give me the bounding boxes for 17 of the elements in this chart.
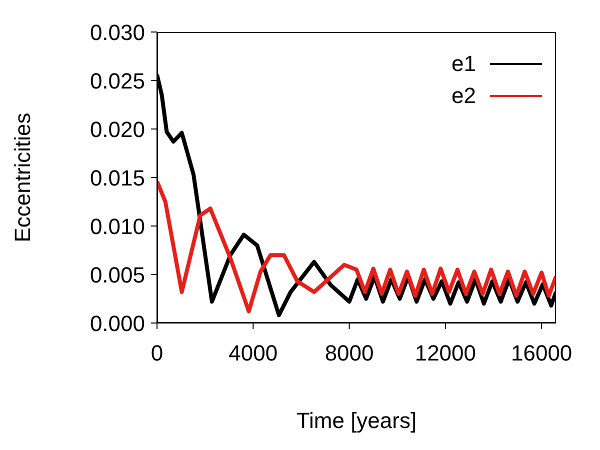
y-tick-label: 0.010 xyxy=(90,214,145,239)
x-axis-title: Time [years] xyxy=(296,408,417,433)
y-tick-label: 0.030 xyxy=(90,20,145,45)
y-tick-label: 0.005 xyxy=(90,262,145,288)
x-tick-label: 4000 xyxy=(228,340,278,366)
x-tick-label: 8000 xyxy=(324,340,374,366)
x-tick-label: 0 xyxy=(150,340,164,366)
legend-label: e2 xyxy=(452,83,476,109)
y-axis-title: Eccentricities xyxy=(10,112,35,242)
y-tick-label: 0.015 xyxy=(90,165,145,190)
x-tick-label: 16000 xyxy=(510,340,572,366)
y-tick-label: 0.025 xyxy=(90,68,145,94)
legend-label: e1 xyxy=(452,51,476,77)
y-tick-label: 0.000 xyxy=(90,310,145,336)
x-tick-label: 12000 xyxy=(414,340,476,366)
line-series xyxy=(157,179,556,314)
y-tick-label: 0.020 xyxy=(90,116,145,142)
